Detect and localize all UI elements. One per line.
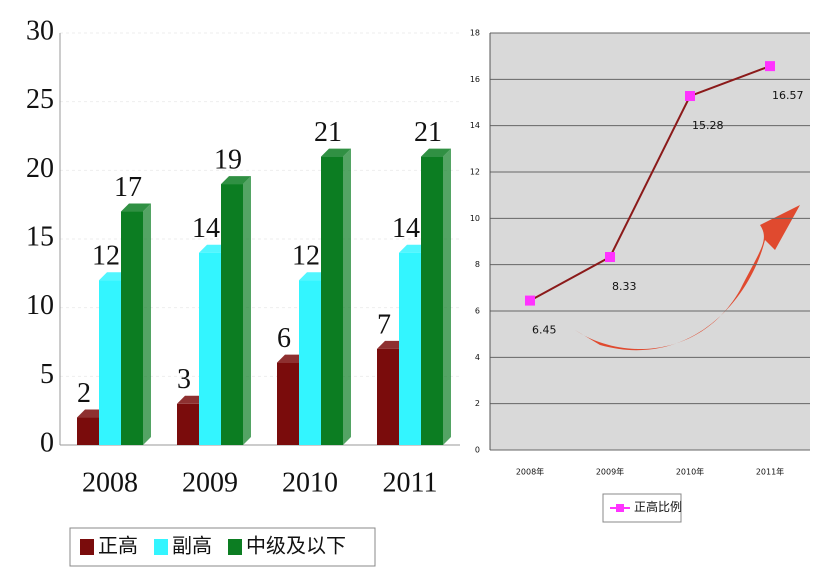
bar — [421, 156, 443, 445]
x-tick-label: 2010 — [282, 467, 338, 498]
legend-label: 正高 — [98, 535, 138, 558]
legend-label: 中级及以下 — [246, 535, 346, 558]
x-tick-label: 2010年 — [676, 467, 704, 477]
plot-area — [490, 33, 810, 450]
y-tick-label: 4 — [475, 353, 480, 362]
y-tick-label: 15 — [26, 221, 54, 252]
data-label: 7 — [377, 309, 391, 340]
data-label: 14 — [192, 213, 220, 244]
y-tick-label: 14 — [470, 121, 480, 130]
bar — [321, 156, 343, 445]
bar — [77, 417, 99, 445]
data-label: 8.33 — [612, 280, 637, 293]
data-label: 16.57 — [772, 89, 804, 102]
x-tick-label: 2009年 — [596, 467, 624, 477]
y-tick-label: 5 — [40, 359, 54, 390]
legend-swatch — [80, 539, 94, 555]
bar — [199, 252, 221, 445]
y-tick-label: 12 — [470, 168, 480, 177]
bar — [277, 362, 299, 445]
x-tick-label: 2008年 — [516, 467, 544, 477]
legend-label: 正高比例 — [634, 499, 682, 514]
bar — [99, 280, 121, 445]
legend-swatch — [154, 539, 168, 555]
x-tick-label: 2009 — [182, 467, 238, 498]
y-tick-label: 10 — [470, 214, 480, 223]
y-tick-label: 0 — [475, 446, 480, 455]
bar-top — [221, 176, 251, 185]
data-label: 6 — [277, 323, 291, 354]
y-tick-label: 30 — [26, 15, 54, 46]
x-tick-label: 2008 — [82, 467, 138, 498]
line — [529, 65, 771, 302]
x-tick-label: 2011年 — [756, 467, 784, 477]
bar — [299, 280, 321, 445]
y-tick-label: 25 — [26, 84, 54, 115]
bar — [121, 211, 143, 445]
arrow — [575, 205, 800, 351]
bar-top — [421, 148, 451, 157]
y-tick-label: 6 — [475, 307, 480, 316]
marker — [765, 61, 775, 72]
legend-box — [69, 527, 376, 567]
bar — [377, 348, 399, 445]
x-tick-label: 2011 — [383, 467, 438, 498]
y-tick-label: 16 — [470, 75, 480, 84]
bar-top — [321, 148, 351, 157]
data-label: 15.28 — [692, 119, 724, 132]
data-label: 3 — [177, 364, 191, 395]
legend-label: 副高 — [172, 535, 212, 558]
bar-side — [143, 203, 151, 445]
data-label: 6.45 — [532, 324, 557, 337]
y-tick-label: 10 — [26, 290, 54, 321]
data-label: 14 — [392, 213, 420, 244]
y-tick-label: 20 — [26, 153, 54, 184]
data-label: 19 — [214, 144, 242, 175]
y-tick-label: 0 — [40, 427, 54, 458]
data-label: 17 — [114, 172, 142, 203]
legend-marker — [616, 504, 624, 512]
marker — [685, 91, 695, 102]
data-label: 12 — [292, 241, 320, 272]
y-tick-label: 2 — [475, 399, 480, 408]
y-tick-label: 8 — [475, 260, 480, 269]
data-label: 2 — [77, 378, 91, 409]
bar — [221, 184, 243, 446]
marker — [525, 295, 535, 306]
bar-side — [243, 176, 251, 446]
bar-side — [343, 148, 351, 445]
marker — [605, 252, 615, 263]
data-label: 12 — [92, 241, 120, 272]
y-tick-label: 18 — [470, 29, 480, 38]
data-label: 21 — [414, 117, 442, 148]
bar — [177, 403, 199, 445]
bar-side — [443, 148, 451, 445]
data-label: 21 — [314, 117, 342, 148]
legend-swatch — [228, 539, 242, 555]
bar-top — [121, 203, 151, 212]
bar — [399, 252, 421, 445]
